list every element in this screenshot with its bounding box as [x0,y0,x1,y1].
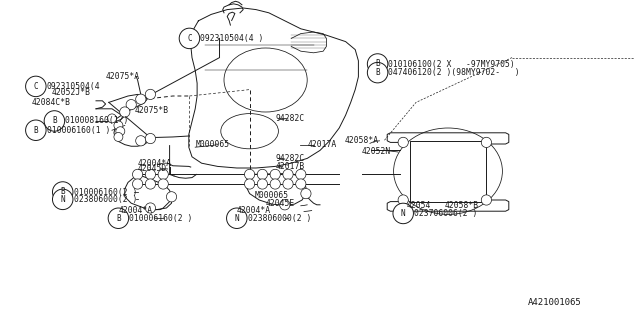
Text: 010006160(1 ): 010006160(1 ) [47,126,110,135]
Text: 42004*A: 42004*A [138,159,172,168]
Ellipse shape [114,132,123,141]
Ellipse shape [116,127,125,136]
Ellipse shape [132,179,143,189]
Text: B: B [60,188,65,196]
Text: 047406120(2 )(98MY9702-   ): 047406120(2 )(98MY9702- ) [388,68,520,77]
Text: 42075*B: 42075*B [134,106,168,115]
Ellipse shape [126,100,136,110]
Text: A421001065: A421001065 [528,298,582,307]
Text: M000065: M000065 [255,191,289,200]
Ellipse shape [301,188,311,199]
Text: 42052N: 42052N [362,148,391,156]
Text: 42075*A: 42075*A [106,72,140,81]
Ellipse shape [244,169,255,180]
Ellipse shape [52,182,73,202]
Text: N: N [60,195,65,204]
Ellipse shape [26,120,46,140]
Ellipse shape [367,54,388,74]
Ellipse shape [145,169,156,180]
Text: 010106100(2 X   -97MY9705): 010106100(2 X -97MY9705) [388,60,515,68]
Text: N: N [234,214,239,223]
Text: 42084C*B: 42084C*B [32,98,71,107]
Ellipse shape [296,169,306,180]
Ellipse shape [145,89,156,100]
Ellipse shape [283,179,293,189]
Text: 42017B: 42017B [275,162,305,171]
Ellipse shape [52,189,73,210]
Text: 42004*A: 42004*A [118,206,152,215]
Ellipse shape [280,200,290,210]
Ellipse shape [158,179,168,189]
Text: 023706006(2 ): 023706006(2 ) [414,209,477,218]
Ellipse shape [145,203,156,213]
Ellipse shape [44,111,65,131]
Text: M000065: M000065 [195,140,229,149]
Text: 42058*A: 42058*A [344,136,378,145]
Ellipse shape [136,94,146,104]
Text: B: B [375,68,380,77]
Text: 42045E: 42045E [266,199,295,208]
Ellipse shape [108,208,129,228]
Text: 42045D: 42045D [138,164,167,173]
Text: 42058*B: 42058*B [445,201,479,210]
Text: B: B [33,126,38,135]
Ellipse shape [132,169,143,180]
Text: 023806000(2 ): 023806000(2 ) [248,214,311,223]
Ellipse shape [145,179,156,189]
Ellipse shape [120,107,130,117]
Text: B: B [116,214,121,223]
Ellipse shape [26,76,46,97]
Text: C: C [187,34,192,43]
Text: B: B [52,116,57,125]
Ellipse shape [145,133,156,144]
Text: 42054: 42054 [406,201,431,210]
Text: 94282C: 94282C [275,154,305,163]
Text: 010006160(2 ): 010006160(2 ) [129,214,193,223]
Text: 94282C: 94282C [275,114,305,123]
Ellipse shape [398,195,408,205]
Ellipse shape [158,169,168,180]
Ellipse shape [367,62,388,83]
Ellipse shape [481,137,492,148]
Text: N: N [401,209,406,218]
Ellipse shape [270,179,280,189]
Ellipse shape [270,169,280,180]
Ellipse shape [296,179,306,189]
Text: 023806000(2 ): 023806000(2 ) [74,195,137,204]
Ellipse shape [108,114,116,123]
Ellipse shape [257,179,268,189]
Ellipse shape [257,169,268,180]
Ellipse shape [114,121,123,130]
Ellipse shape [481,195,492,205]
Ellipse shape [244,179,255,189]
Ellipse shape [283,169,293,180]
Ellipse shape [166,192,177,202]
Text: 42052J*B: 42052J*B [51,88,90,97]
Ellipse shape [136,136,146,146]
Text: 010008160(1 ): 010008160(1 ) [65,116,129,125]
Text: 092310504(4: 092310504(4 [47,82,100,91]
Text: B: B [375,60,380,68]
Ellipse shape [393,203,413,224]
Text: 42017A: 42017A [307,140,337,149]
Text: 010006160(2 ): 010006160(2 ) [74,188,137,196]
Text: 092310504(4 ): 092310504(4 ) [200,34,264,43]
Ellipse shape [179,28,200,49]
Text: C: C [33,82,38,91]
Ellipse shape [227,208,247,228]
Text: 42004*A: 42004*A [237,206,271,215]
Ellipse shape [398,137,408,148]
